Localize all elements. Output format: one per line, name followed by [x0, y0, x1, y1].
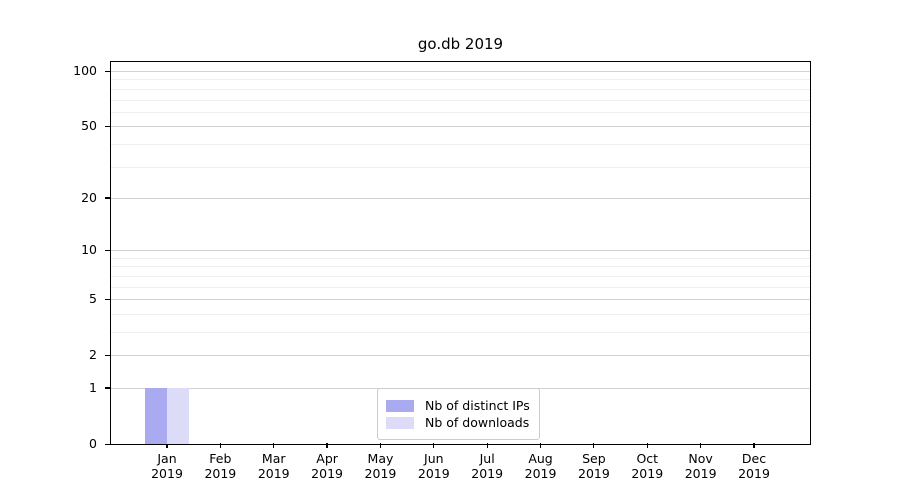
legend-swatch-downloads	[386, 416, 414, 429]
gridline-minor-80	[111, 88, 810, 90]
x-tick-label-sep: Sep 2019	[578, 451, 610, 481]
x-tick-dec	[753, 443, 755, 448]
gridline-minor-70	[111, 99, 810, 101]
gridline-major-2	[111, 355, 810, 357]
y-tick-label-50: 50	[81, 118, 97, 134]
legend-entry-distinct-ips: Nb of distinct IPs	[386, 398, 530, 413]
y-tick-label-5: 5	[89, 291, 97, 307]
x-tick-label-dec: Dec 2019	[738, 451, 770, 481]
x-tick-jul	[486, 443, 488, 448]
x-tick-mar	[273, 443, 275, 448]
y-tick-label-1: 1	[89, 379, 97, 395]
legend-swatch-distinct-ips	[386, 399, 414, 412]
y-tick-20	[104, 197, 110, 199]
plot-area: 0 1 2 5 10 20 50 100 Jan 2019 Feb 2019 Mar 2019 Apr 201…	[73, 61, 811, 481]
gridline-minor-8	[111, 266, 810, 268]
legend-label-distinct-ips: Nb of distinct IPs	[425, 398, 530, 413]
x-tick-label-jan: Jan 2019	[151, 451, 183, 481]
gridline-minor-6	[111, 286, 810, 288]
y-tick-5	[104, 298, 110, 300]
x-tick-jun	[433, 443, 435, 448]
x-tick-label-aug: Aug 2019	[524, 451, 557, 481]
gridline-minor-7	[111, 275, 810, 277]
x-tick-label-nov: Nov 2019	[684, 451, 717, 481]
x-tick-feb	[219, 443, 221, 448]
legend-label-downloads: Nb of downloads	[425, 415, 530, 430]
x-tick-label-apr: Apr 2019	[311, 451, 343, 481]
x-tick-label-jul: Jul 2019	[471, 451, 504, 481]
y-tick-100	[104, 70, 110, 72]
y-tick-label-0: 0	[89, 436, 97, 451]
gridline-minor-3	[111, 331, 810, 333]
x-tick-label-feb: Feb 2019	[204, 451, 237, 481]
gridline-major-10	[111, 250, 810, 252]
gridline-minor-60	[111, 111, 810, 113]
y-tick-label-100: 100	[73, 63, 97, 79]
gridline-minor-4	[111, 313, 810, 315]
y-tick-2	[104, 354, 110, 356]
x-tick-label-oct: Oct 2019	[631, 451, 664, 481]
gridline-minor-9	[111, 257, 810, 259]
chart-legend: Nb of distinct IPs Nb of downloads	[377, 388, 540, 440]
gridline-minor-40	[111, 143, 810, 145]
y-tick-label-10: 10	[81, 242, 97, 258]
x-tick-jan	[166, 443, 168, 448]
gridline-major-50	[111, 126, 810, 128]
chart-title: go.db 2019	[417, 35, 504, 53]
y-tick-10	[104, 249, 110, 251]
gridline-major-100	[111, 71, 810, 73]
x-tick-nov	[700, 443, 702, 448]
x-tick-aug	[539, 443, 542, 448]
bar-jan-nb-of-distinct-ips	[145, 387, 167, 444]
x-tick-may	[379, 443, 382, 448]
y-tick-50	[104, 125, 110, 127]
y-tick-label-20: 20	[81, 189, 97, 205]
x-tick-label-mar: Mar 2019	[257, 451, 290, 481]
y-tick-0	[104, 443, 110, 445]
legend-entry-downloads: Nb of downloads	[386, 415, 530, 430]
x-tick-oct	[646, 443, 648, 448]
gridline-major-20	[111, 197, 810, 199]
x-tick-apr	[326, 443, 328, 448]
gridline-minor-90	[111, 79, 810, 81]
x-tick-label-jun: Jun 2019	[417, 451, 450, 481]
bar-jan-nb-of-downloads	[167, 387, 189, 444]
x-tick-sep	[593, 443, 595, 448]
gridline-minor-30	[111, 166, 810, 168]
gridline-major-5	[111, 299, 810, 301]
y-tick-1	[104, 387, 110, 389]
y-tick-label-2: 2	[89, 347, 97, 363]
x-tick-label-may: May 2019	[364, 451, 397, 481]
